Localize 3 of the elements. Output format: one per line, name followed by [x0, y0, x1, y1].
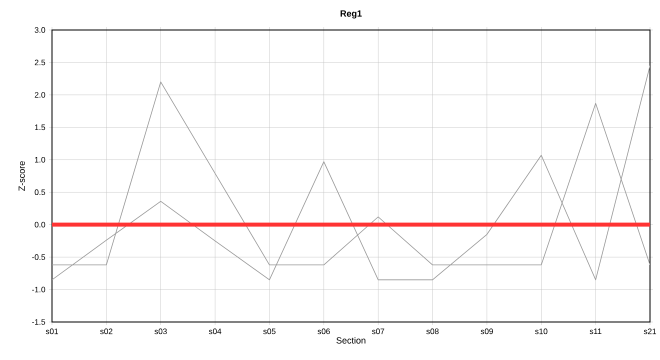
chart-title: Reg1 — [340, 10, 362, 19]
y-axis-title: Z-score — [18, 161, 25, 191]
x-axis-title: Section — [336, 337, 366, 344]
